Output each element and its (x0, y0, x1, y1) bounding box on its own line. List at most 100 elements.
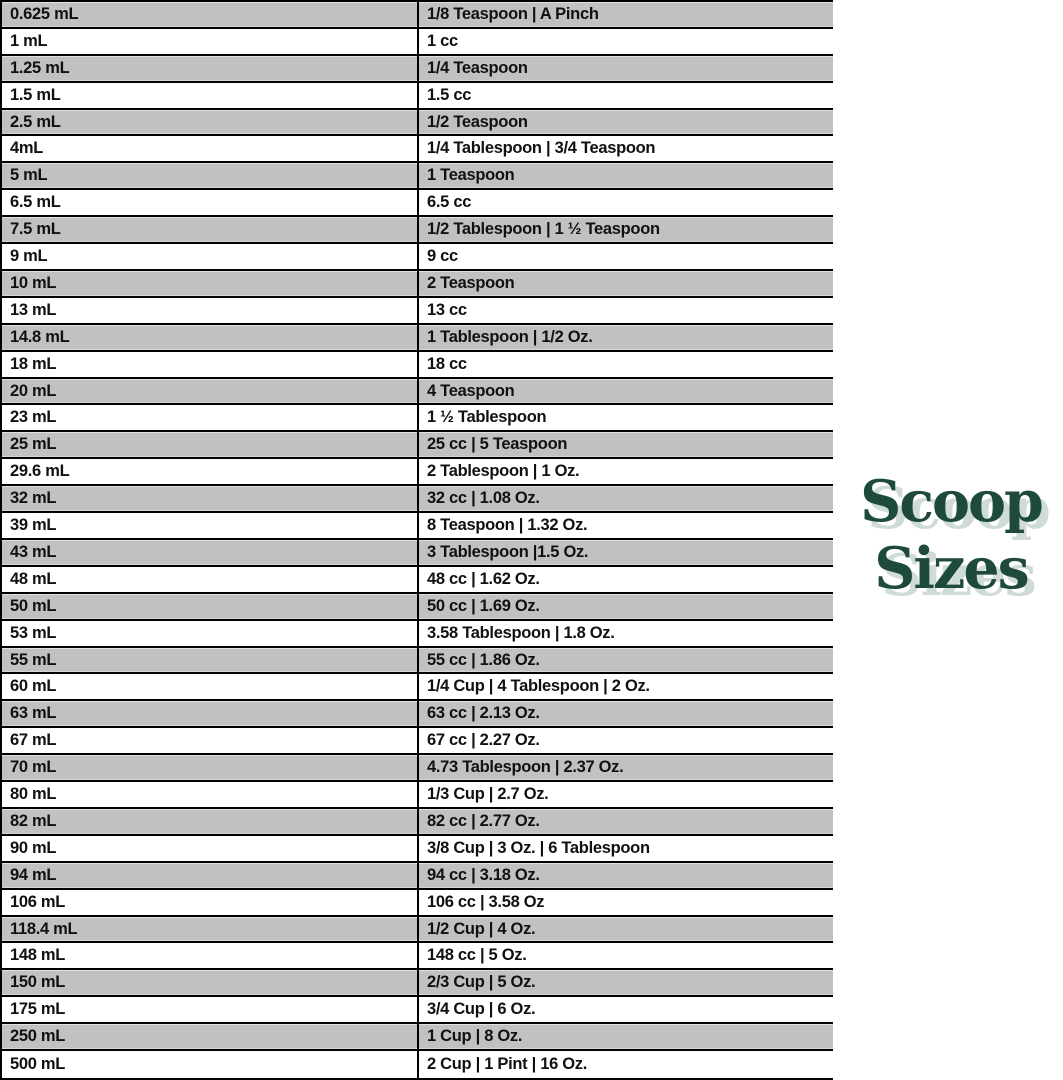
ml-cell: 7.5 mL (2, 217, 419, 243)
table-row: 23 mL 1 ½ Tablespoon (2, 405, 833, 433)
ml-cell: 55 mL (2, 647, 419, 673)
ml-cell: 23 mL (2, 405, 419, 431)
conversion-cell: 3 Tablespoon |1.5 Oz. (419, 539, 833, 565)
table-row: 67 mL 67 cc | 2.27 Oz. (2, 728, 833, 756)
table-row: 20 mL 4 Teaspoon (2, 378, 833, 406)
table-row: 1 mL 1 cc (2, 28, 833, 56)
table-row: 500 mL 2 Cup | 1 Pint | 16 Oz. (2, 1051, 833, 1078)
ml-cell: 48 mL (2, 566, 419, 592)
table-row: 70 mL 4.73 Tablespoon | 2.37 Oz. (2, 755, 833, 783)
table-row: 53 mL 3.58 Tablespoon | 1.8 Oz. (2, 620, 833, 648)
scoop-sizes-logo: Scoop Sizes (838, 468, 1063, 602)
ml-cell: 13 mL (2, 297, 419, 323)
conversion-cell: 25 cc | 5 Teaspoon (419, 432, 833, 458)
ml-cell: 67 mL (2, 728, 419, 754)
ml-cell: 14.8 mL (2, 324, 419, 350)
conversion-cell: 4.73 Tablespoon | 2.37 Oz. (419, 755, 833, 781)
conversion-cell: 13 cc (427, 300, 467, 319)
conversion-cell: 1.5 cc (427, 85, 472, 104)
conversion-cell: 1 cc (427, 31, 458, 50)
ml-cell: 150 mL (2, 970, 419, 996)
ml-cell: 25 mL (2, 432, 419, 458)
ml-cell: 70 mL (2, 755, 419, 781)
conversion-cell: 1/8 Teaspoon | A Pinch (419, 2, 833, 27)
conversion-cell: 2 Cup | 1 Pint | 16 Oz. (427, 1055, 588, 1074)
ml-cell: 90 mL (2, 835, 419, 861)
table-row: 148 mL 148 cc | 5 Oz. (2, 943, 833, 971)
conversion-cell: 1/4 Teaspoon (419, 55, 833, 81)
conversion-cell: 18 cc (427, 354, 467, 373)
conversion-cell: 4 Teaspoon (419, 378, 833, 404)
conversion-cell: 1 Teaspoon (419, 163, 833, 189)
ml-cell: 148 mL (2, 943, 419, 969)
ml-cell: 39 mL (2, 513, 419, 538)
conversion-cell: 94 cc | 3.18 Oz. (419, 862, 833, 888)
table-row: 1.5 mL 1.5 cc (2, 82, 833, 110)
table-row: 60 mL 1/4 Cup | 4 Tablespoon | 2 Oz. (2, 674, 833, 702)
ml-cell: 10 mL (2, 270, 419, 296)
conversion-cell: 1/4 Cup | 4 Tablespoon | 2 Oz. (427, 677, 650, 696)
conversion-cell: 1 ½ Tablespoon (427, 408, 547, 427)
table-row: 94 mL 94 cc | 3.18 Oz. (2, 862, 833, 890)
table-row: 43 mL 3 Tablespoon |1.5 Oz. (2, 539, 833, 567)
conversion-cell: 48 cc | 1.62 Oz. (427, 569, 540, 588)
ml-cell: 118.4 mL (2, 916, 419, 942)
conversion-cell: 6.5 cc (427, 193, 472, 212)
conversion-cell: 148 cc | 5 Oz. (427, 946, 527, 965)
conversion-cell: 8 Teaspoon | 1.32 Oz. (427, 516, 588, 535)
conversion-cell: 32 cc | 1.08 Oz. (419, 486, 833, 512)
conversion-cell: 1 Cup | 8 Oz. (419, 1024, 833, 1050)
logo-line-2: Sizes (874, 535, 1030, 602)
conversion-cell: 1 Tablespoon | 1/2 Oz. (419, 324, 833, 350)
table-row: 14.8 mL 1 Tablespoon | 1/2 Oz. (2, 324, 833, 352)
table-row: 90 mL 3/8 Cup | 3 Oz. | 6 Tablespoon (2, 835, 833, 863)
table-row: 50 mL 50 cc | 1.69 Oz. (2, 593, 833, 621)
conversion-cell: 2 Tablespoon | 1 Oz. (427, 462, 580, 481)
table-row: 48 mL 48 cc | 1.62 Oz. (2, 566, 833, 594)
table-row: 32 mL 32 cc | 1.08 Oz. (2, 486, 833, 514)
table-row: 63 mL 63 cc | 2.13 Oz. (2, 701, 833, 729)
conversion-cell: 67 cc | 2.27 Oz. (427, 731, 540, 750)
table-row: 55 mL 55 cc | 1.86 Oz. (2, 647, 833, 675)
table-row: 1.25 mL 1/4 Teaspoon (2, 55, 833, 83)
conversion-cell: 55 cc | 1.86 Oz. (419, 647, 833, 673)
table-row: 10 mL 2 Teaspoon (2, 270, 833, 298)
ml-cell: 175 mL (2, 997, 419, 1023)
ml-cell: 20 mL (2, 378, 419, 404)
ml-cell: 29.6 mL (2, 459, 419, 485)
conversion-cell: 82 cc | 2.77 Oz. (419, 808, 833, 834)
ml-cell: 0.625 mL (2, 2, 419, 27)
table-row: 4mL 1/4 Tablespoon | 3/4 Teaspoon (2, 136, 833, 164)
table-row: 80 mL 1/3 Cup | 2.7 Oz. (2, 782, 833, 809)
table-row: 7.5 mL 1/2 Tablespoon | 1 ½ Teaspoon (2, 217, 833, 245)
ml-cell: 43 mL (2, 539, 419, 565)
ml-cell: 4mL (2, 136, 419, 162)
conversion-cell: 50 cc | 1.69 Oz. (419, 593, 833, 619)
ml-cell: 250 mL (2, 1024, 419, 1050)
table-row: 82 mL 82 cc | 2.77 Oz. (2, 808, 833, 836)
conversion-cell: 3.58 Tablespoon | 1.8 Oz. (427, 623, 615, 642)
conversion-cell: 3/8 Cup | 3 Oz. | 6 Tablespoon (427, 838, 650, 857)
table-row: 175 mL 3/4 Cup | 6 Oz. (2, 997, 833, 1025)
conversion-cell: 1/2 Cup | 4 Oz. (419, 916, 833, 942)
ml-cell: 82 mL (2, 808, 419, 834)
ml-cell: 9 mL (2, 244, 419, 269)
conversion-cell: 106 cc | 3.58 Oz (427, 892, 545, 911)
table-row: 250 mL 1 Cup | 8 Oz. (2, 1024, 833, 1052)
table-row: 5 mL 1 Teaspoon (2, 163, 833, 191)
conversion-cell: 2/3 Cup | 5 Oz. (419, 970, 833, 996)
table-row: 9 mL 9 cc (2, 244, 833, 271)
table-row: 2.5 mL 1/2 Teaspoon (2, 109, 833, 137)
conversion-cell: 3/4 Cup | 6 Oz. (427, 1000, 536, 1019)
ml-cell: 18 mL (2, 351, 419, 377)
table-row: 0.625 mL 1/8 Teaspoon | A Pinch (2, 2, 833, 29)
ml-cell: 94 mL (2, 862, 419, 888)
conversion-cell: 1/4 Tablespoon | 3/4 Teaspoon (427, 139, 656, 158)
table-row: 13 mL 13 cc (2, 297, 833, 325)
ml-cell: 106 mL (2, 889, 419, 915)
table-row: 118.4 mL 1/2 Cup | 4 Oz. (2, 916, 833, 944)
ml-cell: 32 mL (2, 486, 419, 512)
conversion-cell: 63 cc | 2.13 Oz. (419, 701, 833, 727)
logo-line-1: Scoop (860, 468, 1044, 535)
